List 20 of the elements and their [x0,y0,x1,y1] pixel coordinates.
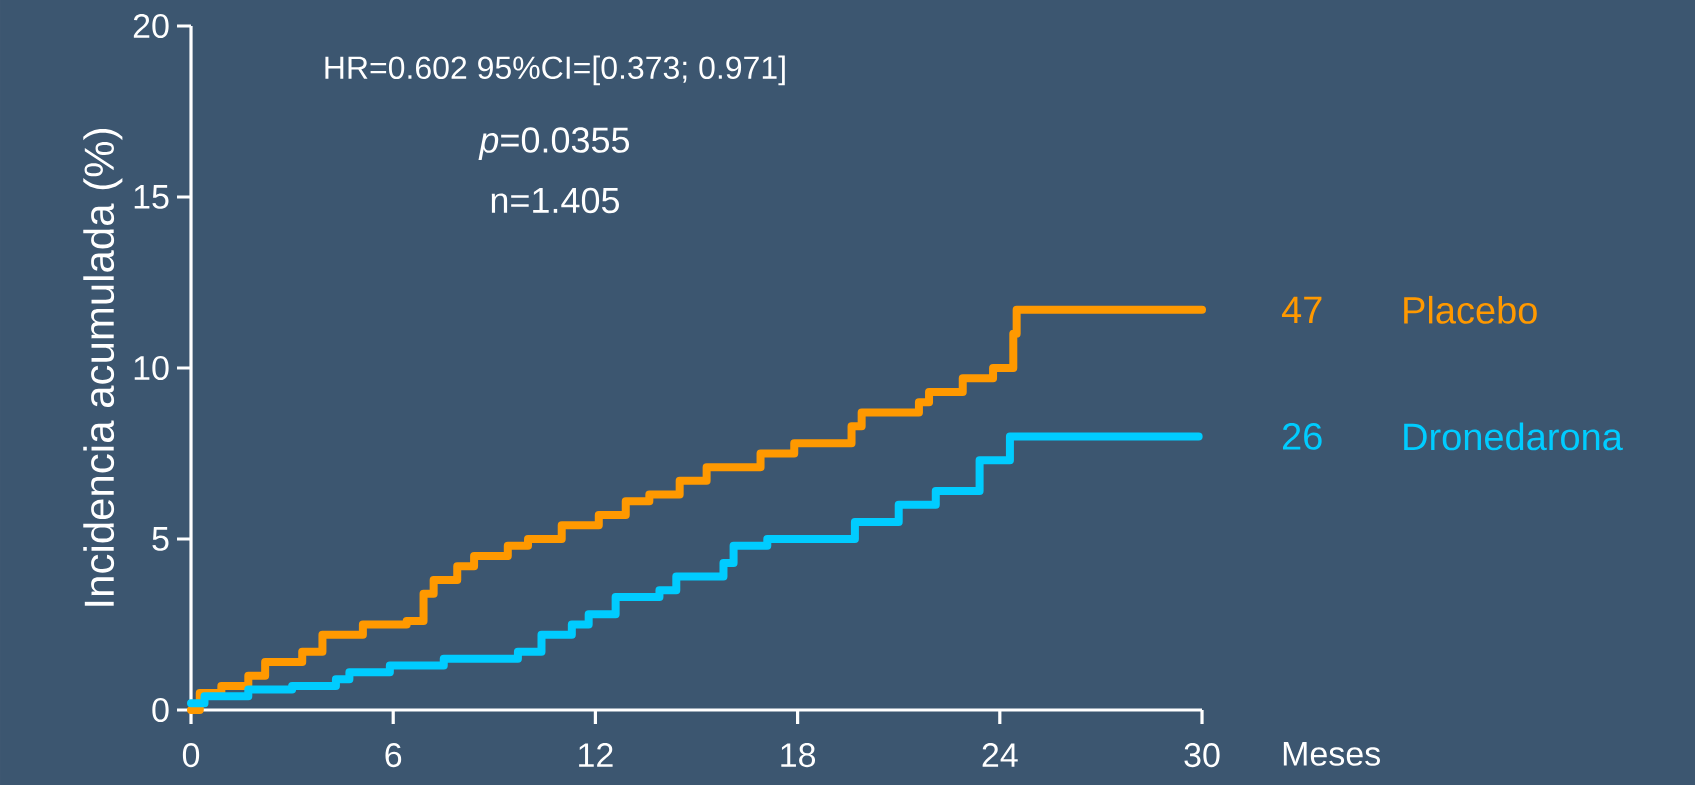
y-tick-label: 15 [134,185,169,209]
text: Placebo [1404,295,1537,324]
x-tick-label: 18 [781,743,816,768]
x-tick-label: 12 [579,743,613,767]
x-tick-label: 24 [982,743,1018,767]
y-tick-label: 5 [152,527,169,551]
x-tick-label: 30 [1184,743,1220,768]
annotation: p=0.0355 [478,127,630,160]
y-tick-label: 10 [134,355,169,381]
text: Dronedarona [1404,422,1623,451]
x-tick-label: 6 [385,743,402,768]
y-tick-label: 0 [152,697,169,723]
x-axis-title: Meses [1283,742,1380,766]
y-axis-title: Incidencia acumulada (%) [83,129,123,606]
annotation: n=1.405 [491,187,620,214]
x-tick-label: 0 [182,743,200,768]
y-tick-label: 20 [133,13,169,39]
text: 26 [1282,422,1322,450]
text: 47 [1281,296,1322,323]
annotation: HR=0.602 95%CI=[0.373; 0.971] [325,55,785,86]
